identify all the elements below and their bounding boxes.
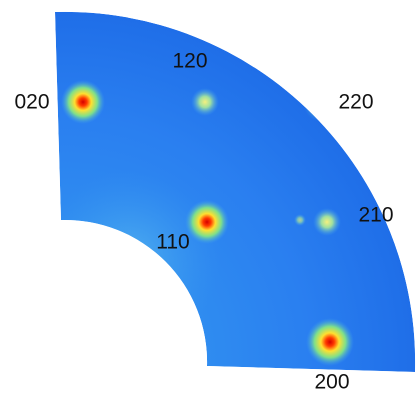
reflection-label: 120 xyxy=(172,50,207,73)
reflection-label: 220 xyxy=(338,91,373,114)
detector-sector xyxy=(55,11,416,373)
reflection-label: 210 xyxy=(358,204,393,227)
reflection-label: 110 xyxy=(156,231,189,254)
reflection-label: 200 xyxy=(314,371,349,394)
reflection-label: 020 xyxy=(14,91,49,114)
